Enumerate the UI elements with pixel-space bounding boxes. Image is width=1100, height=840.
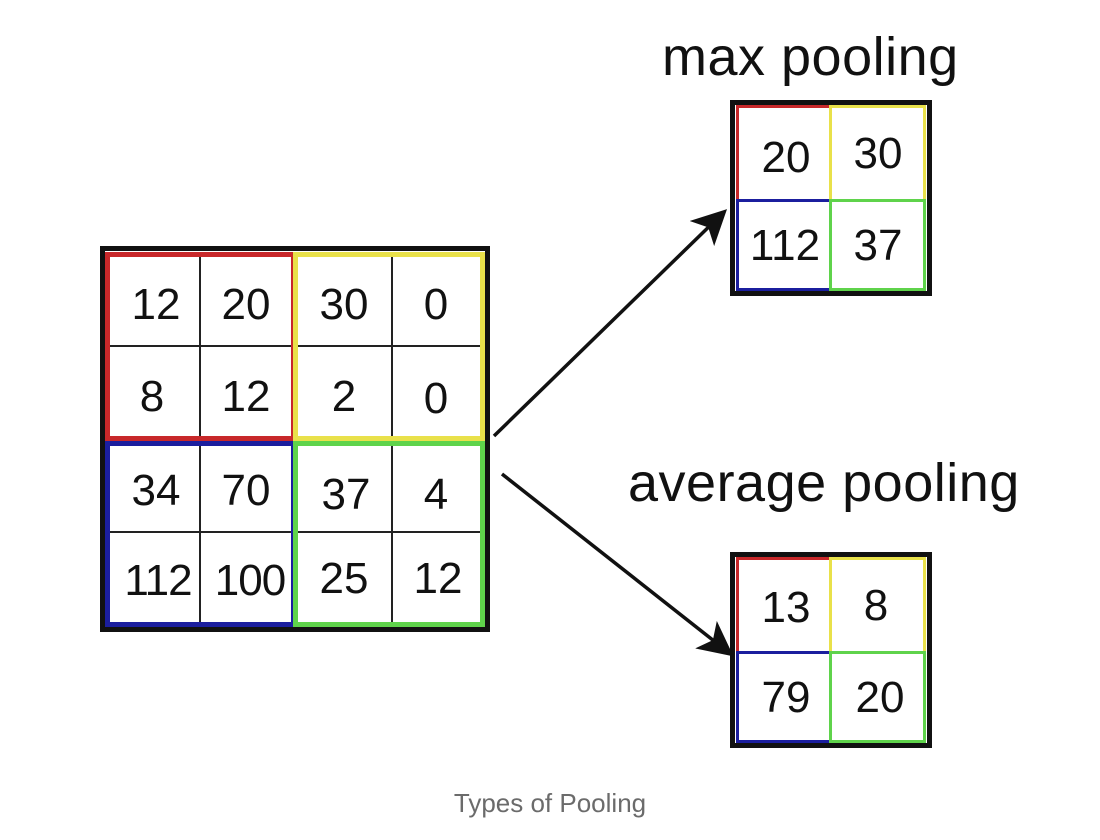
input-cell: 70 [221, 466, 271, 515]
input-cell: 20 [221, 280, 271, 329]
figure-caption: Types of Pooling [453, 788, 647, 818]
input-cell: 0 [423, 374, 449, 423]
max-pooling-cell: 20 [761, 133, 811, 182]
avg-quadrant-bottom-right [829, 651, 926, 743]
arrow-to-average-pooling [500, 472, 734, 657]
input-cell: 12 [221, 372, 271, 421]
input-cell: 34 [131, 466, 181, 515]
average-pooling-border [730, 552, 932, 748]
input-cell: 4 [423, 470, 449, 519]
input-cell: 12 [413, 554, 463, 603]
max-pooling-border [730, 100, 932, 296]
average-pooling-label: average pooling [628, 453, 1020, 513]
max-pooling-cell: 30 [853, 129, 903, 178]
average-pooling-cell: 8 [863, 581, 889, 630]
average-pooling-cell: 13 [761, 583, 811, 632]
input-grid-border [100, 246, 490, 632]
max-pooling-label: max pooling [662, 27, 959, 87]
arrow-to-max-pooling [492, 209, 728, 438]
input-cell: 12 [131, 280, 181, 329]
max-pooling-cell: 37 [853, 221, 903, 270]
input-cell: 37 [321, 470, 371, 519]
input-cell: 8 [139, 372, 165, 421]
max-quadrant-bottom-right [829, 199, 926, 291]
input-cell: 25 [319, 554, 369, 603]
input-cell: 0 [423, 280, 449, 329]
input-cell: 100 [214, 556, 286, 605]
input-cell: 30 [319, 280, 369, 329]
input-cell: 112 [124, 556, 192, 605]
max-pooling-cell: 112 [749, 221, 821, 270]
quadrant-top-right [293, 252, 485, 441]
average-pooling-cell: 20 [855, 673, 905, 722]
average-pooling-cell: 79 [761, 673, 811, 722]
input-cell: 2 [331, 372, 357, 421]
quadrant-bottom-right [293, 441, 485, 627]
